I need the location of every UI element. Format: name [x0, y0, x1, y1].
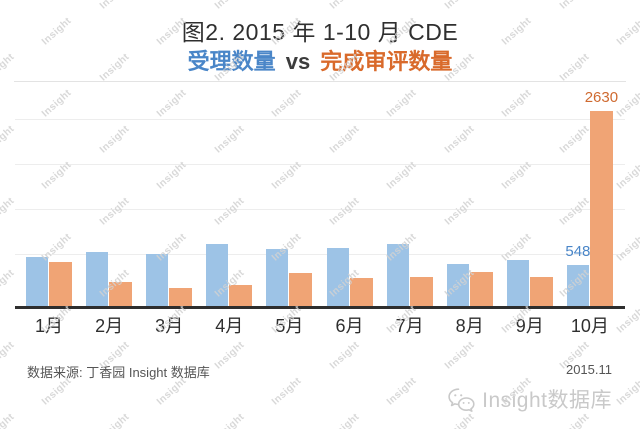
x-axis-label: 4月: [215, 316, 244, 336]
watermark-text: Insight: [558, 0, 592, 11]
legend-reviewed-label: 完成审评数量: [320, 49, 453, 74]
bar-accepted-month-4: [206, 244, 229, 306]
insight-logo: Insight数据库: [447, 384, 612, 414]
bar-accepted-month-10: [566, 265, 589, 306]
bar-reviewed-month-3: [169, 288, 193, 306]
watermark-text: Insight: [0, 0, 17, 11]
x-axis-label: 7月: [395, 316, 424, 336]
bar-reviewed-month-9: [529, 277, 553, 306]
watermark-text: Insight: [614, 375, 640, 408]
watermark-text: Insight: [212, 411, 247, 429]
bar-accepted-month-3: [146, 254, 169, 306]
x-axis-label: 6月: [335, 316, 364, 336]
bar-reviewed-month-2: [109, 282, 133, 306]
data-label-2630: 2630: [584, 89, 619, 106]
bar-accepted-month-7: [386, 244, 409, 306]
bar-reviewed-month-5: [289, 273, 313, 306]
x-axis-label: 5月: [275, 316, 304, 336]
watermark-text: Insight: [212, 339, 247, 372]
gridline: [15, 209, 625, 210]
bar-accepted-month-2: [86, 252, 109, 306]
watermark-text: Insight: [97, 411, 132, 429]
x-axis-label: 8月: [455, 316, 484, 336]
header-separator: [14, 81, 626, 82]
watermark-text: Insight: [269, 375, 304, 408]
plot-area: 548 2630: [15, 85, 625, 309]
bar-reviewed-month-8: [469, 272, 493, 306]
watermark-text: Insight: [384, 375, 419, 408]
watermark-text: Insight: [213, 0, 247, 11]
watermark-text: Insight: [443, 0, 477, 11]
chart-title: 图2. 2015 年 1-10 月 CDE: [181, 19, 459, 45]
watermark-text: Insight: [0, 411, 17, 429]
data-label-548: 548: [565, 243, 591, 260]
watermark-text: Insight: [327, 339, 362, 372]
bar-accepted-month-8: [446, 264, 469, 306]
watermark-text: Insight: [442, 339, 477, 372]
watermark-text: Insight: [327, 411, 362, 429]
x-axis-label: 2月: [95, 316, 124, 336]
bar-accepted-month-6: [326, 248, 349, 306]
logo-text: Insight数据库: [482, 389, 612, 412]
x-axis: 1月 2月 3月 4月 5月 6月 7月 8月 9月 10月: [0, 312, 640, 336]
watermark-text: Insight: [98, 0, 132, 11]
legend-accepted-label: 受理数量: [187, 49, 276, 74]
gridline: [15, 254, 625, 255]
watermark-text: Insight: [328, 0, 362, 11]
watermark-text: Insight: [0, 339, 17, 372]
bar-reviewed-month-7: [409, 277, 433, 306]
data-source-text: 数据来源: 丁香园 Insight 数据库: [27, 365, 210, 380]
bar-reviewed-month-10: [589, 111, 613, 306]
wechat-icon: [447, 387, 477, 412]
bar-accepted-month-5: [266, 249, 289, 306]
date-text: 2015.11: [565, 362, 612, 377]
x-axis-label: 1月: [34, 316, 64, 336]
chart-subtitle-legend: 受理数量 vs 完成审评数量: [0, 44, 640, 76]
bar-reviewed-month-4: [229, 285, 253, 306]
watermark-text: Insight: [442, 411, 477, 429]
watermark-text: Insight: [557, 411, 592, 429]
x-axis-label: 3月: [155, 316, 184, 336]
x-axis-label: 9月: [515, 316, 544, 336]
bar-accepted-month-9: [506, 260, 529, 306]
gridline: [15, 164, 625, 165]
legend-vs-label: vs: [285, 49, 311, 74]
bar-accepted-month-1: [26, 257, 48, 306]
bar-reviewed-month-1: [49, 262, 72, 306]
x-axis-label: 10月: [570, 316, 609, 336]
bar-reviewed-month-6: [349, 278, 373, 306]
gridline: [15, 119, 625, 120]
